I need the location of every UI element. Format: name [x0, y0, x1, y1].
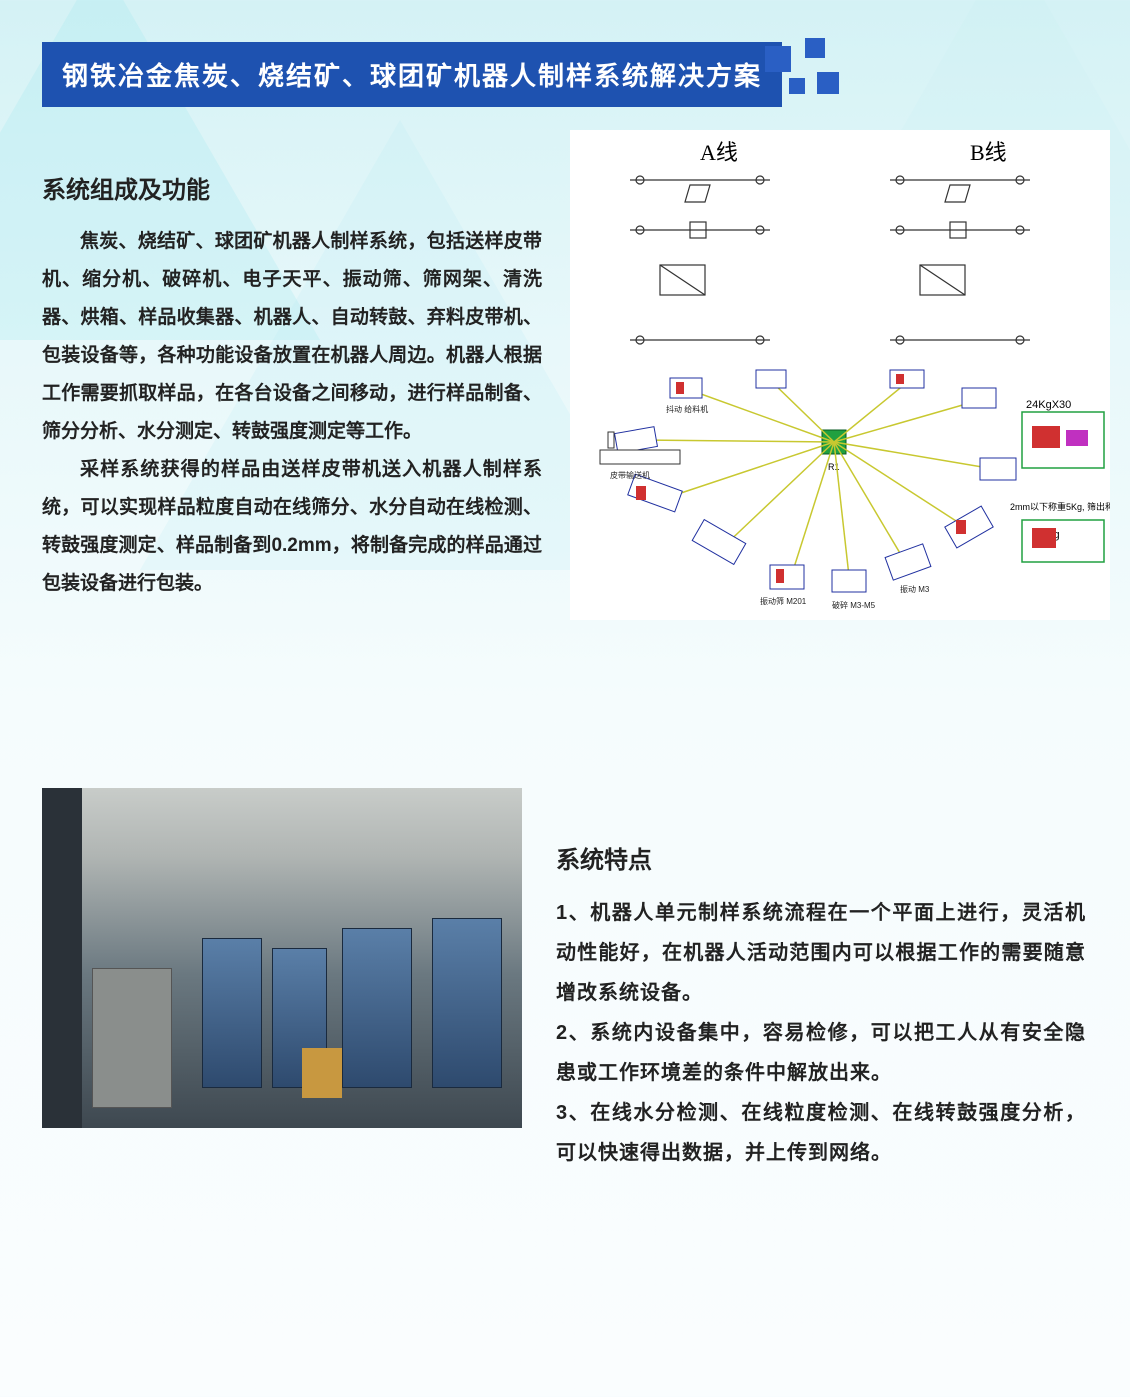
- feature-item: 1、机器人单元制样系统流程在一个平面上进行，灵活机动性能好，在机器人活动范围内可…: [556, 893, 1086, 1013]
- section-heading: 系统组成及功能: [42, 170, 542, 205]
- page-title: 钢铁冶金焦炭、烧结矿、球团矿机器人制样系统解决方案: [42, 42, 782, 107]
- paragraph: 采样系统获得的样品由送样皮带机送入机器人制样系统，可以实现样品粒度自动在线筛分、…: [42, 451, 542, 603]
- svg-text:振动 M3: 振动 M3: [900, 584, 930, 594]
- svg-text:破碎 M3-M5: 破碎 M3-M5: [832, 600, 876, 610]
- feature-item: 3、在线水分检测、在线粒度检测、在线转鼓强度分析，可以快速得出数据，并上传到网络…: [556, 1093, 1086, 1173]
- svg-text:皮带输送机: 皮带输送机: [610, 470, 650, 480]
- section-body: 焦炭、烧结矿、球团矿机器人制样系统，包括送样皮带机、缩分机、破碎机、电子天平、振…: [42, 223, 542, 603]
- section-heading: 系统特点: [556, 840, 1086, 875]
- diagram-label-b: B线: [970, 140, 1007, 165]
- paragraph: 焦炭、烧结矿、球团矿机器人制样系统，包括送样皮带机、缩分机、破碎机、电子天平、振…: [42, 223, 542, 451]
- svg-text:2mm以下称重5Kg, 筛出称重5Kg, 3mm以下6Kg,: 2mm以下称重5Kg, 筛出称重5Kg, 3mm以下6Kg,: [1010, 501, 1110, 512]
- facility-photo: [42, 788, 522, 1128]
- svg-text:抖动 给料机: 抖动 给料机: [666, 404, 708, 414]
- system-diagram: A线 B线: [570, 130, 1110, 620]
- svg-text:24KgX30: 24KgX30: [1026, 399, 1071, 411]
- svg-text:振动筛 M201: 振动筛 M201: [760, 596, 807, 606]
- section-features: 系统特点 1、机器人单元制样系统流程在一个平面上进行，灵活机动性能好，在机器人活…: [556, 840, 1086, 1173]
- section-composition: 系统组成及功能 焦炭、烧结矿、球团矿机器人制样系统，包括送样皮带机、缩分机、破碎…: [42, 170, 542, 603]
- diagram-label-a: A线: [700, 140, 738, 165]
- feature-item: 2、系统内设备集中，容易检修，可以把工人从有安全隐患或工作环境差的条件中解放出来…: [556, 1013, 1086, 1093]
